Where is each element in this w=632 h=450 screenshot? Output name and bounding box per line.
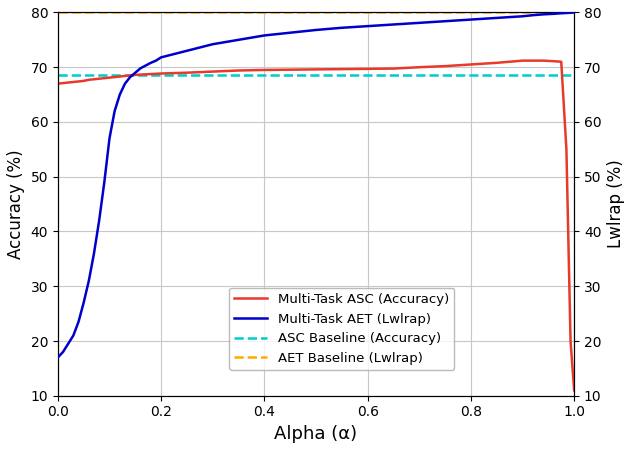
Multi-Task AET (Lwlrap): [106, 136, 113, 141]
Multi-Task ASC (Accuracy): [312, 67, 320, 72]
Multi-Task AET (Lwlrap): [131, 70, 139, 76]
Multi-Task AET (Lwlrap): [152, 58, 160, 63]
Multi-Task ASC (Accuracy): [183, 70, 191, 76]
Multi-Task AET (Lwlrap): [550, 11, 557, 17]
Multi-Task ASC (Accuracy): [116, 74, 124, 79]
Multi-Task AET (Lwlrap): [529, 13, 537, 18]
Multi-Task ASC (Accuracy): [570, 387, 578, 393]
Multi-Task AET (Lwlrap): [260, 33, 268, 38]
Multi-Task ASC (Accuracy): [390, 66, 398, 71]
Multi-Task ASC (Accuracy): [550, 58, 557, 64]
Multi-Task AET (Lwlrap): [562, 10, 570, 16]
Multi-Task AET (Lwlrap): [570, 10, 578, 15]
Multi-Task ASC (Accuracy): [234, 68, 242, 73]
Multi-Task AET (Lwlrap): [111, 108, 118, 114]
Multi-Task AET (Lwlrap): [286, 30, 294, 36]
Multi-Task ASC (Accuracy): [147, 72, 155, 77]
Multi-Task ASC (Accuracy): [126, 73, 134, 78]
Multi-Task ASC (Accuracy): [441, 63, 449, 69]
Multi-Task AET (Lwlrap): [137, 66, 144, 71]
Multi-Task AET (Lwlrap): [493, 15, 501, 21]
Multi-Task AET (Lwlrap): [59, 349, 67, 355]
Multi-Task ASC (Accuracy): [567, 338, 574, 344]
Multi-Task AET (Lwlrap): [519, 14, 526, 19]
Multi-Task AET (Lwlrap): [126, 74, 134, 80]
Multi-Task AET (Lwlrap): [70, 333, 77, 338]
Multi-Task ASC (Accuracy): [364, 66, 372, 72]
Multi-Task ASC (Accuracy): [95, 76, 103, 81]
Multi-Task ASC (Accuracy): [539, 58, 547, 63]
Multi-Task ASC (Accuracy): [85, 77, 93, 82]
Multi-Task AET (Lwlrap): [338, 25, 346, 31]
Multi-Task AET (Lwlrap): [209, 41, 217, 47]
Multi-Task AET (Lwlrap): [75, 319, 82, 324]
Multi-Task ASC (Accuracy): [157, 71, 165, 76]
Y-axis label: Lwlrap (%): Lwlrap (%): [607, 160, 625, 248]
Multi-Task ASC (Accuracy): [286, 67, 294, 72]
Multi-Task AET (Lwlrap): [390, 22, 398, 27]
Multi-Task ASC (Accuracy): [260, 67, 268, 72]
Multi-Task AET (Lwlrap): [467, 17, 475, 22]
Multi-Task ASC (Accuracy): [467, 62, 475, 67]
Multi-Task ASC (Accuracy): [121, 73, 129, 79]
Y-axis label: Accuracy (%): Accuracy (%): [7, 149, 25, 259]
Multi-Task AET (Lwlrap): [234, 37, 242, 43]
Multi-Task AET (Lwlrap): [183, 48, 191, 54]
Multi-Task ASC (Accuracy): [493, 60, 501, 66]
Legend: Multi-Task ASC (Accuracy), Multi-Task AET (Lwlrap), ASC Baseline (Accuracy), AET: Multi-Task ASC (Accuracy), Multi-Task AE…: [229, 288, 454, 370]
Multi-Task AET (Lwlrap): [415, 20, 423, 26]
Multi-Task AET (Lwlrap): [54, 355, 62, 360]
X-axis label: Alpha (α): Alpha (α): [274, 425, 358, 443]
Multi-Task ASC (Accuracy): [137, 72, 144, 77]
Multi-Task AET (Lwlrap): [95, 218, 103, 223]
Multi-Task AET (Lwlrap): [539, 12, 547, 17]
Multi-Task AET (Lwlrap): [557, 10, 565, 16]
Multi-Task AET (Lwlrap): [85, 278, 93, 284]
Multi-Task AET (Lwlrap): [147, 60, 155, 66]
Multi-Task ASC (Accuracy): [59, 81, 67, 86]
Multi-Task ASC (Accuracy): [64, 80, 72, 85]
Multi-Task ASC (Accuracy): [529, 58, 537, 63]
Multi-Task AET (Lwlrap): [364, 23, 372, 29]
Multi-Task ASC (Accuracy): [519, 58, 526, 63]
Multi-Task AET (Lwlrap): [90, 251, 98, 256]
Multi-Task AET (Lwlrap): [116, 92, 124, 97]
Multi-Task ASC (Accuracy): [415, 64, 423, 70]
Multi-Task ASC (Accuracy): [106, 75, 113, 80]
Multi-Task ASC (Accuracy): [90, 76, 98, 82]
Multi-Task AET (Lwlrap): [567, 10, 574, 15]
Multi-Task ASC (Accuracy): [338, 67, 346, 72]
Multi-Task ASC (Accuracy): [142, 72, 149, 77]
Multi-Task ASC (Accuracy): [557, 59, 565, 64]
Multi-Task AET (Lwlrap): [64, 341, 72, 346]
Multi-Task AET (Lwlrap): [100, 180, 108, 185]
Multi-Task ASC (Accuracy): [562, 147, 570, 152]
Multi-Task ASC (Accuracy): [100, 76, 108, 81]
Multi-Task AET (Lwlrap): [121, 81, 129, 86]
Multi-Task AET (Lwlrap): [80, 300, 87, 306]
Multi-Task ASC (Accuracy): [131, 72, 139, 77]
Multi-Task AET (Lwlrap): [441, 18, 449, 24]
Multi-Task ASC (Accuracy): [209, 69, 217, 74]
Line: Multi-Task AET (Lwlrap): Multi-Task AET (Lwlrap): [58, 13, 574, 357]
Line: Multi-Task ASC (Accuracy): Multi-Task ASC (Accuracy): [58, 61, 574, 390]
Multi-Task ASC (Accuracy): [75, 79, 82, 84]
Multi-Task AET (Lwlrap): [142, 63, 149, 68]
Multi-Task ASC (Accuracy): [152, 71, 160, 76]
Multi-Task AET (Lwlrap): [157, 54, 165, 60]
Multi-Task ASC (Accuracy): [80, 78, 87, 84]
Multi-Task AET (Lwlrap): [312, 27, 320, 33]
Multi-Task ASC (Accuracy): [70, 79, 77, 85]
Multi-Task ASC (Accuracy): [54, 81, 62, 86]
Multi-Task ASC (Accuracy): [111, 74, 118, 80]
